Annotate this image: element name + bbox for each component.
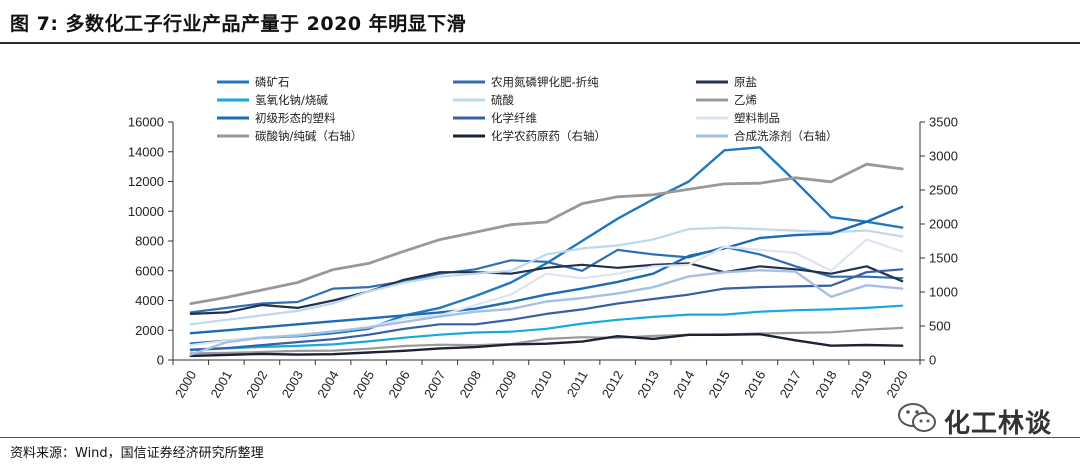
left-tick-label: 14000: [128, 144, 164, 159]
series-line-12: [189, 269, 904, 356]
footer-rule: [0, 437, 1080, 438]
legend-label: 化学农药原药（右轴）: [491, 129, 606, 143]
right-tick-label: 3500: [929, 115, 958, 130]
x-tick-label: 2001: [208, 368, 235, 401]
x-tick-label: 2018: [812, 368, 839, 401]
x-tick-label: 2007: [421, 368, 448, 401]
left-tick-label: 6000: [135, 263, 164, 278]
left-tick-label: 2000: [135, 323, 164, 338]
watermark: 化工林谈: [896, 400, 1066, 439]
left-tick-label: 0: [157, 353, 164, 368]
series-line-7: [189, 205, 904, 335]
left-tick-label: 16000: [128, 115, 164, 130]
legend-label: 塑料制品: [734, 111, 780, 125]
x-tick-label: 2002: [243, 368, 270, 401]
legend-label: 初级形态的塑料: [255, 111, 336, 125]
x-tick-label: 2016: [741, 368, 768, 401]
left-tick-label: 10000: [128, 204, 164, 219]
title-bar: 图 7: 多数化工子行业产品产量于 2020 年明显下滑: [0, 0, 1080, 44]
x-tick-label: 2008: [457, 368, 484, 401]
legend-label: 氢氧化钠/烧碱: [255, 93, 328, 107]
wechat-icon: [898, 403, 936, 432]
right-tick-label: 1000: [929, 285, 958, 300]
right-tick-label: 1500: [929, 251, 958, 266]
series-group: [189, 146, 904, 358]
x-tick-label: 2020: [883, 368, 910, 401]
legend-label: 农用氮磷钾化肥-折纯: [491, 75, 599, 89]
x-tick-label: 2014: [670, 368, 697, 401]
legend-label: 磷矿石: [255, 75, 290, 89]
series-line-2: [189, 245, 904, 314]
x-tick-label: 2011: [564, 368, 591, 400]
series-line-11: [189, 333, 904, 358]
x-tick-label: 2012: [599, 368, 626, 401]
legend-label: 化学纤维: [491, 111, 537, 125]
left-tick-label: 12000: [128, 174, 164, 189]
x-tick-label: 2004: [314, 368, 341, 401]
series-line-3: [189, 262, 904, 315]
legend-label: 硫酸: [491, 93, 514, 107]
series-line-8: [189, 268, 904, 351]
right-tick-label: 0: [929, 353, 936, 368]
chart-title: 图 7: 多数化工子行业产品产量于 2020 年明显下滑: [10, 13, 467, 35]
x-tick-label: 2003: [279, 368, 306, 401]
legend-label: 原盐: [734, 75, 757, 89]
left-tick-label: 8000: [135, 234, 164, 249]
x-tick-label: 2005: [350, 368, 377, 401]
x-tick-label: 2009: [492, 368, 519, 401]
series-line-10: [189, 162, 904, 306]
x-tick-label: 2015: [706, 368, 733, 401]
series-line-5: [189, 226, 904, 326]
x-tick-label: 2010: [528, 368, 555, 401]
x-tick-label: 2006: [385, 368, 412, 401]
x-tick-label: 2017: [777, 368, 804, 401]
right-tick-label: 2000: [929, 217, 958, 232]
legend-label: 合成洗涤剂（右轴）: [734, 129, 838, 143]
x-tick-label: 2019: [848, 368, 875, 401]
series-line-6: [189, 326, 904, 355]
x-tick-label: 2000: [172, 368, 199, 401]
legend-label: 碳酸钠/纯碱（右轴）: [255, 129, 362, 143]
axes-group: 0 2000 4000 6000 8000 10000 12000 14000 16000 0 50…: [128, 115, 958, 401]
right-tick-label: 2500: [929, 183, 958, 198]
source-note: 资料来源：Wind，国信证券经济研究所整理: [10, 446, 264, 461]
right-tick-label: 500: [929, 319, 951, 334]
right-tick-label: 3000: [929, 149, 958, 164]
title-underline: [0, 42, 1080, 44]
left-tick-label: 4000: [135, 293, 164, 308]
series-line-4: [189, 304, 904, 352]
legend-label: 乙烯: [734, 93, 757, 107]
x-tick-label: 2013: [634, 368, 661, 401]
watermark-text: 化工林谈: [944, 409, 1053, 439]
